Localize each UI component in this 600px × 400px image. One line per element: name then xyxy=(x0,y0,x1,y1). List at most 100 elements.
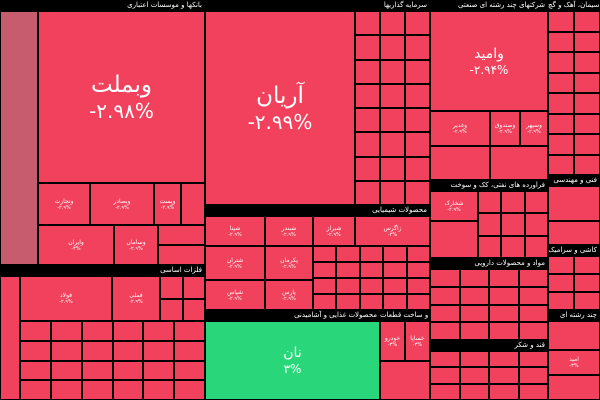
small-tile[interactable] xyxy=(489,367,519,384)
small-tile[interactable] xyxy=(355,11,380,36)
tile-oil-small[interactable] xyxy=(430,221,478,258)
small-tile[interactable] xyxy=(383,294,407,310)
small-tile[interactable] xyxy=(574,154,600,175)
small-tile[interactable] xyxy=(478,191,502,214)
small-tile[interactable] xyxy=(518,351,548,368)
small-tile[interactable] xyxy=(182,276,205,299)
small-tile[interactable] xyxy=(574,52,600,73)
small-tile[interactable] xyxy=(459,286,489,305)
small-tile[interactable] xyxy=(406,294,430,310)
tile-shekhark[interactable]: شخارک -۲.۹% xyxy=(430,191,478,221)
small-tile[interactable] xyxy=(405,11,430,36)
small-tile[interactable] xyxy=(405,83,430,108)
tile-vebsader[interactable]: وبصادر -۲.۹% xyxy=(90,183,154,225)
small-tile[interactable] xyxy=(518,269,548,287)
small-tile[interactable] xyxy=(50,380,82,400)
small-tile[interactable] xyxy=(112,321,144,341)
small-tile[interactable] xyxy=(459,367,489,384)
small-tile[interactable] xyxy=(574,292,600,310)
small-tile[interactable] xyxy=(50,360,82,381)
small-tile[interactable] xyxy=(459,269,489,287)
tile-khesapa[interactable]: خساپا -۳% xyxy=(405,321,430,361)
small-tile[interactable] xyxy=(430,367,460,384)
tile-foulad[interactable]: فولاد -۲.۹% xyxy=(20,276,112,321)
small-tile[interactable] xyxy=(405,156,430,181)
small-tile[interactable] xyxy=(489,304,519,323)
tile-vesandogh[interactable]: وصندوق -۲.۹% xyxy=(490,111,520,146)
small-tile[interactable] xyxy=(112,360,144,381)
small-tile[interactable] xyxy=(355,108,380,133)
tile-multi-small-1[interactable] xyxy=(430,146,490,180)
small-tile[interactable] xyxy=(518,367,548,384)
small-tile[interactable] xyxy=(518,286,548,305)
small-tile[interactable] xyxy=(430,286,460,305)
tile-bank-small-3[interactable] xyxy=(158,245,205,265)
small-tile[interactable] xyxy=(501,213,525,236)
small-tile[interactable] xyxy=(380,35,405,60)
small-tile[interactable] xyxy=(380,59,405,84)
small-tile[interactable] xyxy=(160,298,183,321)
small-tile[interactable] xyxy=(478,235,502,258)
tile-shebandar[interactable]: شبندر -۲.۹% xyxy=(265,216,313,246)
tile-aryan[interactable]: آریان -۲.۹۹% xyxy=(205,11,355,205)
small-tile[interactable] xyxy=(355,156,380,181)
tile-bank-small-2[interactable] xyxy=(158,225,205,245)
small-tile[interactable] xyxy=(355,35,380,60)
small-tile[interactable] xyxy=(355,59,380,84)
small-tile[interactable] xyxy=(405,132,430,157)
small-tile[interactable] xyxy=(20,321,51,341)
small-tile[interactable] xyxy=(489,269,519,287)
tile-vesaman[interactable]: وسامان -۲.۹% xyxy=(114,225,158,265)
small-tile[interactable] xyxy=(459,351,489,368)
small-tile[interactable] xyxy=(143,340,175,361)
small-tile[interactable] xyxy=(81,321,113,341)
small-tile[interactable] xyxy=(50,340,82,361)
small-tile[interactable] xyxy=(174,380,205,400)
small-tile[interactable] xyxy=(160,276,183,299)
tile-shetran[interactable]: شتران -۲.۹% xyxy=(205,246,265,280)
small-tile[interactable] xyxy=(81,360,113,381)
tile-misc-small[interactable] xyxy=(548,375,600,400)
small-tile[interactable] xyxy=(406,246,430,262)
small-tile[interactable] xyxy=(380,156,405,181)
tile-multi-small-2[interactable] xyxy=(490,146,548,180)
small-tile[interactable] xyxy=(313,246,337,262)
small-tile[interactable] xyxy=(459,383,489,400)
tile-engineering-sub[interactable] xyxy=(548,221,600,245)
small-tile[interactable] xyxy=(459,304,489,323)
small-tile[interactable] xyxy=(112,340,144,361)
small-tile[interactable] xyxy=(574,113,600,134)
small-tile[interactable] xyxy=(174,360,205,381)
tile-vasepehr[interactable]: وسپهر -۲.۹% xyxy=(520,111,548,146)
small-tile[interactable] xyxy=(355,180,380,205)
tile-nan[interactable]: نان ۳% xyxy=(205,321,380,400)
small-tile[interactable] xyxy=(430,383,460,400)
small-tile[interactable] xyxy=(383,278,407,294)
small-tile[interactable] xyxy=(518,322,548,340)
small-tile[interactable] xyxy=(182,298,205,321)
small-tile[interactable] xyxy=(548,93,574,114)
small-tile[interactable] xyxy=(524,213,548,236)
tile-vayran[interactable]: وایران -۳% xyxy=(38,225,114,265)
small-tile[interactable] xyxy=(380,180,405,205)
small-tile[interactable] xyxy=(405,35,430,60)
small-tile[interactable] xyxy=(81,380,113,400)
small-tile[interactable] xyxy=(574,93,600,114)
tile-bank-muted[interactable] xyxy=(0,11,38,265)
small-tile[interactable] xyxy=(50,321,82,341)
tile-vebmellat[interactable]: وبملت -۲.۹۸% xyxy=(38,11,205,183)
small-tile[interactable] xyxy=(359,294,384,310)
small-tile[interactable] xyxy=(430,269,460,287)
small-tile[interactable] xyxy=(336,294,360,310)
tile-vamid[interactable]: وامید -۲.۹۴% xyxy=(430,11,548,111)
small-tile[interactable] xyxy=(501,235,525,258)
small-tile[interactable] xyxy=(574,11,600,32)
small-tile[interactable] xyxy=(355,132,380,157)
small-tile[interactable] xyxy=(355,83,380,108)
small-tile[interactable] xyxy=(548,52,574,73)
tile-vetejarat[interactable]: وتجارت -۲.۹% xyxy=(38,183,90,225)
small-tile[interactable] xyxy=(336,278,360,294)
small-tile[interactable] xyxy=(489,383,519,400)
small-tile[interactable] xyxy=(143,360,175,381)
small-tile[interactable] xyxy=(574,134,600,155)
